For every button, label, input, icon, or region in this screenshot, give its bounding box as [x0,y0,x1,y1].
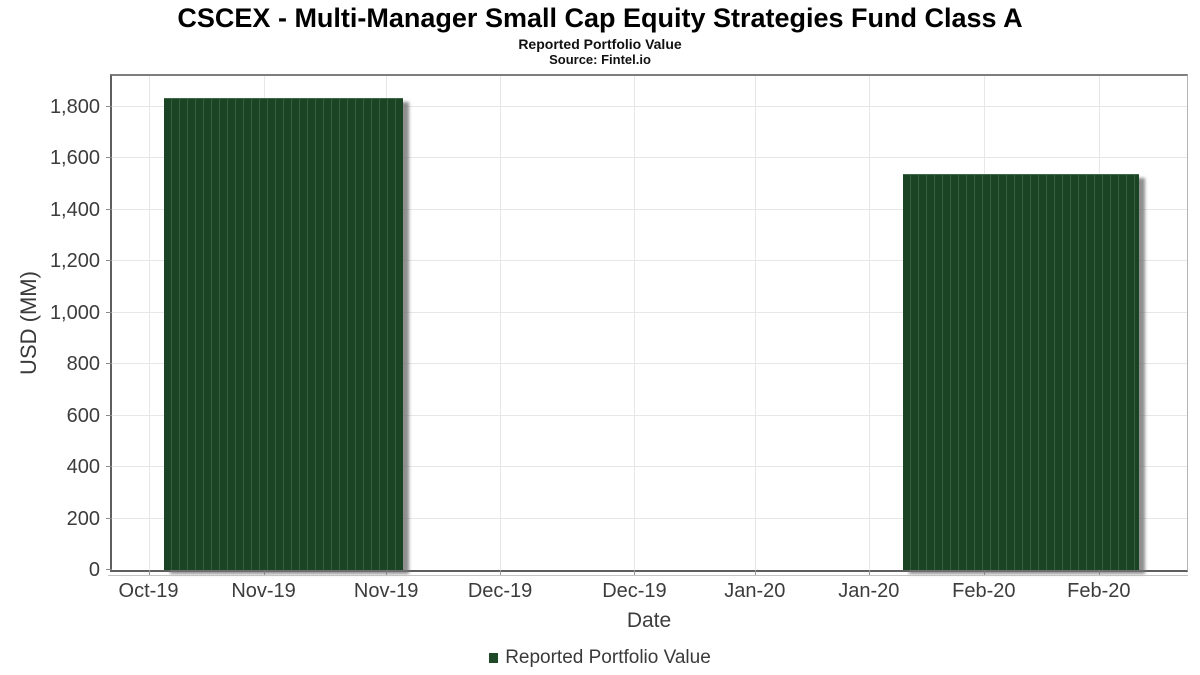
y-tick-mark [106,105,112,107]
chart-subtitle: Reported Portfolio Value [518,36,682,52]
y-gridline [112,466,1187,468]
x-tick-mark [634,570,636,575]
x-tick-label: Feb-20 [1067,580,1131,602]
y-gridline [112,157,1187,159]
y-gridline [112,311,1187,313]
x-tick-mark [1098,570,1100,575]
y-gridline [112,363,1187,365]
y-tick-label: 1,600 [49,147,100,170]
y-tick-label: 1,800 [49,95,100,118]
y-tick-mark [106,466,112,468]
y-tick-label: 400 [66,456,100,479]
x-tick-mark [148,570,150,575]
x-tick-label: Dec-19 [467,580,533,602]
plot-area: 0 200 400 600 800 1,000 1,200 1,400 1,600 1,800 Oc… [50,74,1188,601]
y-gridline [112,208,1187,210]
y-tick-mark [106,569,112,570]
x-gridline [148,76,150,570]
y-tick-label: 200 [66,507,100,530]
chart-title: CSCEX - Multi-Manager Small Cap Equity S… [177,3,1023,33]
x-tick-mark [263,570,265,575]
chart-source: Source: Fintel.io [549,52,651,67]
portfolio-value-bar [903,174,1139,570]
y-tick-label: 600 [66,404,100,427]
y-tick-label: 0 [88,559,100,581]
axis-baseline-underline [108,575,1188,576]
x-tick-label: Dec-19 [602,580,667,602]
y-tick-mark [106,414,112,416]
x-tick-label: Oct-19 [118,580,179,602]
x-tick-mark [754,570,756,575]
x-gridline [754,76,756,570]
portfolio-value-bar [163,98,404,570]
x-tick-label: Nov-19 [353,580,419,602]
x-gridline [634,76,636,570]
x-axis-label: Date [626,609,672,632]
y-tick-label: 800 [66,353,100,376]
x-tick-mark [386,570,388,575]
legend: Reported Portfolio Value [0,647,1200,669]
y-tick-label: 1,200 [49,250,100,273]
y-axis-label: USD (MM) [16,271,41,375]
x-tick-label: Nov-19 [231,580,296,602]
x-gridline [868,76,870,570]
legend-marker-icon [489,653,499,663]
y-gridline [112,414,1187,416]
x-tick-mark [868,570,870,575]
x-gridline [500,76,502,570]
y-tick-mark [106,157,112,159]
y-gridline [112,517,1187,519]
x-tick-label: Jan-20 [838,580,900,602]
y-tick-label: 1,000 [49,301,100,324]
x-tick-mark [983,570,985,575]
y-gridline [112,260,1187,262]
x-tick-mark [500,570,502,575]
y-tick-mark [106,260,112,262]
y-tick-mark [106,208,112,210]
x-tick-label: Jan-20 [724,580,786,602]
y-tick-mark [106,363,112,365]
y-tick-label: 1,400 [49,198,100,221]
x-tick-label: Feb-20 [952,580,1016,602]
y-tick-mark [106,311,112,313]
y-tick-mark [106,517,112,519]
legend-label: Reported Portfolio Value [505,647,711,668]
y-gridline [112,105,1187,107]
